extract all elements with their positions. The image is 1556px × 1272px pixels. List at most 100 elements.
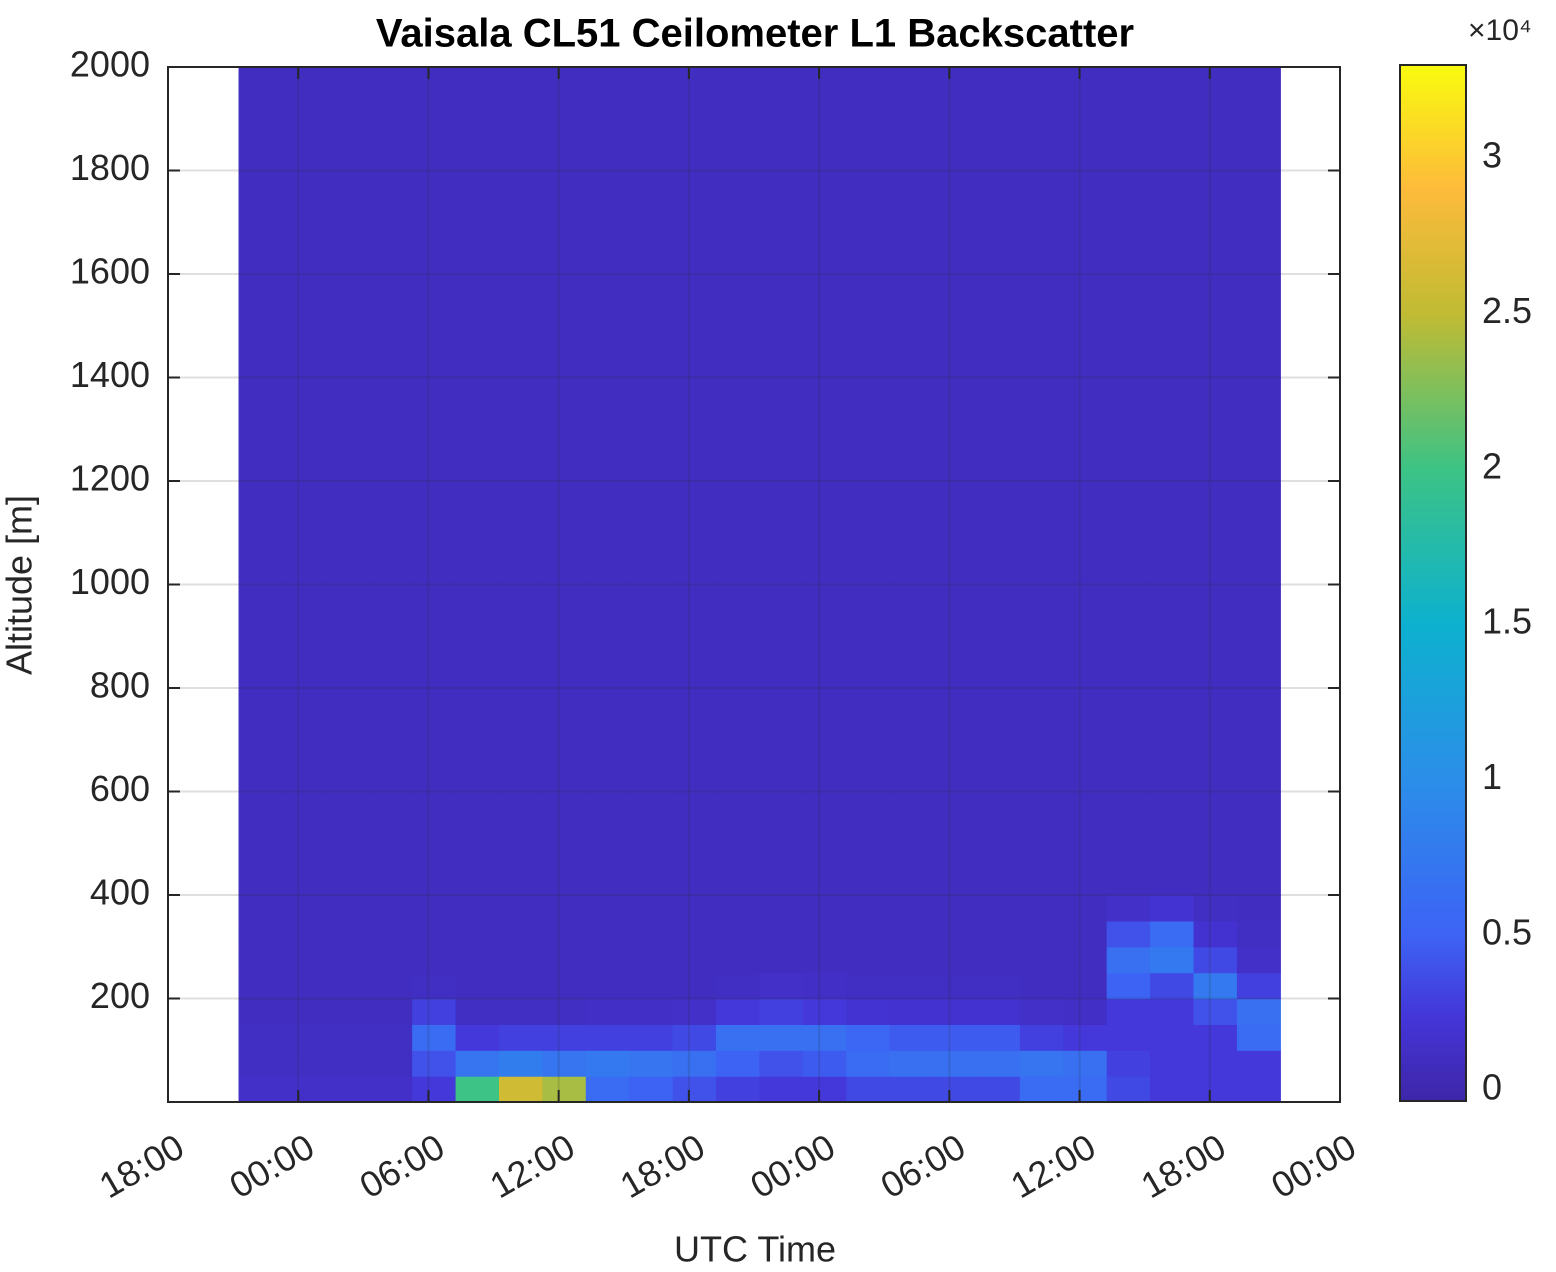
heatmap-cell [238,1024,283,1051]
heatmap [238,67,1281,1103]
heatmap-cell [889,972,934,1000]
x-tick-label: 06:00 [874,1126,973,1207]
heatmap-cell [1106,67,1151,896]
heatmap-cell [1106,972,1151,1000]
heatmap-cell [976,895,1021,922]
heatmap-cell [498,972,543,1000]
heatmap-cell [759,1076,804,1103]
heatmap-cell [238,946,283,974]
heatmap-cell [325,972,370,1000]
heatmap-cell [1106,1024,1151,1051]
heatmap-cell [1150,972,1195,1000]
heatmap-cell [1193,946,1238,974]
heatmap-cell [1106,920,1151,948]
heatmap-cell [889,67,934,896]
chart-title: Vaisala CL51 Ceilometer L1 Backscatter [376,12,1134,56]
heatmap-cell [933,920,978,948]
y-tick-label: 200 [90,975,150,1016]
heatmap-cell [1236,1024,1281,1051]
heatmap-cell [759,1024,804,1051]
heatmap-cell [1193,1024,1238,1051]
heatmap-cell [1019,946,1064,974]
heatmap-cell [1193,1050,1238,1077]
heatmap-cell [1193,67,1238,896]
heatmap-cell [889,920,934,948]
heatmap-cell [368,1050,413,1077]
heatmap-cell [672,998,717,1025]
heatmap-cell [368,67,413,896]
heatmap-cell [1063,1024,1108,1051]
heatmap-cell [585,67,630,896]
heatmap-cell [325,1076,370,1103]
heatmap-cell [976,998,1021,1025]
heatmap-cell [629,1024,674,1051]
heatmap-cell [759,67,804,896]
heatmap-cell [1236,946,1281,974]
heatmap-cell [672,946,717,974]
heatmap-cell [455,998,500,1025]
heatmap-cell [542,972,587,1000]
heatmap-cell [281,920,326,948]
y-tick-label: 1400 [70,354,150,395]
heatmap-cell [585,972,630,1000]
y-axis-label: Altitude [m] [0,495,40,675]
heatmap-cell [238,895,283,922]
heatmap-cell [281,895,326,922]
heatmap-cell [716,998,761,1025]
heatmap-cell [498,998,543,1025]
heatmap-cell [455,67,500,896]
heatmap-cell [1236,1050,1281,1077]
x-tick-label: 12:00 [1004,1126,1103,1207]
heatmap-cell [933,67,978,896]
heatmap-cell [1019,998,1064,1025]
heatmap-cell [802,67,847,896]
heatmap-cell [325,67,370,896]
heatmap-cell [585,1050,630,1077]
heatmap-cell [672,1050,717,1077]
heatmap-cell [629,920,674,948]
heatmap-cell [716,946,761,974]
heatmap-cell [238,1050,283,1077]
heatmap-cell [325,998,370,1025]
x-tick-label: 06:00 [353,1126,452,1207]
heatmap-cell [325,1024,370,1051]
heatmap-cell [1063,1076,1108,1103]
heatmap-cell [1063,920,1108,948]
heatmap-cell [802,1024,847,1051]
heatmap-cell [629,946,674,974]
heatmap-cell [1063,67,1108,896]
heatmap-cell [455,895,500,922]
heatmap-cell [542,998,587,1025]
heatmap-cell [542,1076,587,1103]
x-tick-label: 00:00 [1264,1126,1363,1207]
y-tick-label: 1800 [70,147,150,188]
heatmap-cell [1106,946,1151,974]
heatmap-cell [368,946,413,974]
heatmap-cell [759,946,804,974]
heatmap-cell [759,1050,804,1077]
heatmap-cell [1063,895,1108,922]
heatmap-cell [1019,972,1064,1000]
heatmap-cell [1236,67,1281,896]
heatmap-cell [716,895,761,922]
heatmap-cell [889,1050,934,1077]
heatmap-cell [889,1024,934,1051]
heatmap-cell [1150,998,1195,1025]
heatmap-cell [412,920,457,948]
heatmap-cell [889,998,934,1025]
colorbar [1399,64,1467,1102]
heatmap-cell [455,920,500,948]
heatmap-cell [672,1024,717,1051]
heatmap-cell [368,920,413,948]
heatmap-cell [716,920,761,948]
heatmap-cell [281,1050,326,1077]
heatmap-cell [542,1024,587,1051]
y-tick-label: 1200 [70,458,150,499]
heatmap-cell [933,972,978,1000]
heatmap-cell [498,1076,543,1103]
heatmap-cell [281,1076,326,1103]
heatmap-cell [238,1076,283,1103]
heatmap-cell [846,972,891,1000]
heatmap-cell [802,895,847,922]
